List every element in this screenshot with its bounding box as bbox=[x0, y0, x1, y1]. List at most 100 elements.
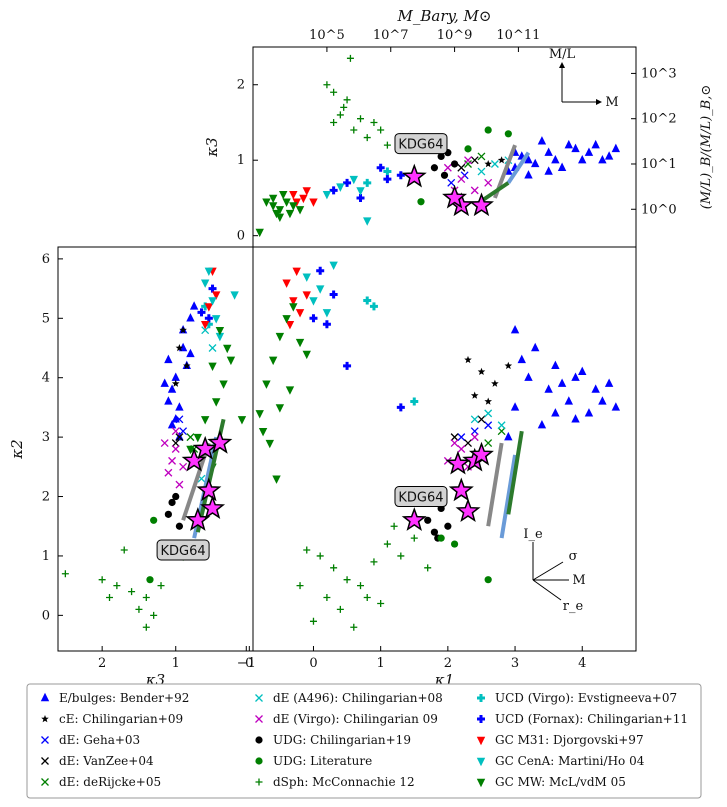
point-plus bbox=[424, 564, 432, 572]
point-plus bbox=[357, 115, 365, 123]
point-circle bbox=[424, 516, 432, 524]
legend-marker bbox=[255, 736, 263, 744]
kdg64-star bbox=[455, 498, 481, 523]
top-tick-label: 10^5 bbox=[309, 28, 345, 43]
x-tick-label: 0 bbox=[245, 656, 253, 671]
point-plus-bold bbox=[208, 284, 217, 293]
point-triangle-down bbox=[295, 206, 305, 215]
point-plus bbox=[370, 558, 378, 566]
point-plus bbox=[135, 605, 143, 613]
point-triangle-down bbox=[282, 315, 291, 324]
point-triangle-down bbox=[212, 315, 221, 324]
kdg64-star bbox=[468, 441, 494, 466]
kdg64-label-box bbox=[156, 539, 210, 561]
point-circle bbox=[437, 152, 445, 161]
point-plus bbox=[390, 522, 398, 530]
ml-arrow-head bbox=[559, 62, 565, 68]
point-circle bbox=[146, 576, 154, 584]
x-tick-label: 4 bbox=[578, 656, 586, 671]
point-triangle-down bbox=[363, 217, 372, 226]
point-plus bbox=[142, 623, 150, 631]
point-triangle-down bbox=[279, 190, 288, 200]
point-plus bbox=[370, 118, 378, 126]
point-triangle-down bbox=[268, 202, 278, 211]
point-triangle-down bbox=[285, 386, 295, 395]
point-triangle bbox=[524, 170, 533, 179]
point-triangle-down bbox=[322, 309, 332, 318]
point-triangle-down bbox=[285, 321, 295, 330]
plot-area-top bbox=[255, 54, 621, 238]
point-triangle-down bbox=[230, 291, 239, 300]
point-x bbox=[484, 178, 493, 187]
point-plus bbox=[383, 540, 391, 548]
plot-area-bottom-right bbox=[255, 261, 621, 631]
point-circle bbox=[437, 534, 445, 542]
right-tick-label: 10^1 bbox=[641, 157, 677, 172]
point-x bbox=[179, 462, 188, 471]
point-plus-bold bbox=[343, 361, 352, 370]
point-triangle bbox=[598, 396, 607, 405]
point-plus bbox=[157, 582, 165, 590]
point-triangle bbox=[571, 372, 580, 381]
point-triangle bbox=[524, 372, 533, 381]
kdg64-star bbox=[448, 477, 474, 502]
kdg64-label-box bbox=[394, 486, 448, 508]
point-x bbox=[186, 433, 195, 442]
x-tick-label: −1 bbox=[237, 656, 256, 671]
point-triangle-down bbox=[212, 398, 221, 407]
point-plus-bold bbox=[363, 178, 372, 187]
point-circle bbox=[164, 510, 172, 518]
point-x bbox=[470, 433, 479, 442]
point-triangle bbox=[171, 372, 180, 381]
point-circle bbox=[484, 576, 492, 584]
point-triangle-down bbox=[193, 433, 203, 443]
x-tick-label: 1 bbox=[172, 656, 180, 671]
kdg64-star bbox=[445, 450, 471, 475]
point-triangle bbox=[189, 301, 199, 310]
x-tick-label: 1 bbox=[377, 656, 385, 671]
point-triangle-down bbox=[292, 267, 301, 276]
right-tick-label: 10^0 bbox=[641, 202, 677, 217]
point-plus bbox=[120, 546, 128, 554]
point-x bbox=[457, 175, 466, 184]
point-triangle-down bbox=[272, 475, 281, 484]
point-x bbox=[477, 167, 486, 176]
kdg64-star bbox=[200, 495, 226, 520]
point-x bbox=[484, 409, 493, 418]
point-triangle-down bbox=[282, 279, 291, 288]
point-triangle-down bbox=[215, 326, 225, 336]
legend-frame bbox=[26, 683, 702, 799]
top-tick-label: 10^7 bbox=[373, 28, 409, 43]
point-triangle bbox=[584, 408, 594, 417]
kdg64-label-box bbox=[394, 133, 448, 155]
point-circle bbox=[175, 522, 184, 530]
legend-entry: UCD (Fornax): Chilingarian+11 bbox=[495, 712, 688, 726]
kdg64-star bbox=[207, 429, 233, 454]
point-star-small bbox=[484, 397, 492, 405]
point-triangle-down bbox=[285, 209, 295, 219]
legend-marker bbox=[255, 715, 263, 723]
y-tick-label: 5 bbox=[42, 311, 50, 326]
y-axis-label: κ3 bbox=[203, 137, 221, 157]
point-plus-bold bbox=[329, 186, 338, 195]
y-tick-label: 1 bbox=[237, 153, 245, 168]
point-circle bbox=[172, 492, 180, 501]
y-tick-label: 0 bbox=[237, 229, 245, 244]
point-plus-bold bbox=[204, 314, 213, 323]
point-triangle-down bbox=[204, 267, 214, 276]
point-triangle-down bbox=[295, 338, 305, 348]
point-plus-bold bbox=[410, 397, 419, 406]
point-triangle bbox=[611, 402, 621, 411]
top-tick-label: 10^9 bbox=[437, 28, 473, 43]
kdg64-star bbox=[196, 477, 222, 502]
point-triangle-down bbox=[200, 416, 210, 425]
point-triangle bbox=[571, 143, 580, 153]
re-label: r_e bbox=[563, 599, 584, 614]
point-plus bbox=[343, 96, 351, 104]
point-triangle bbox=[604, 151, 614, 160]
legend-marker bbox=[255, 778, 263, 786]
point-plus bbox=[377, 126, 385, 134]
point-triangle bbox=[186, 313, 195, 322]
